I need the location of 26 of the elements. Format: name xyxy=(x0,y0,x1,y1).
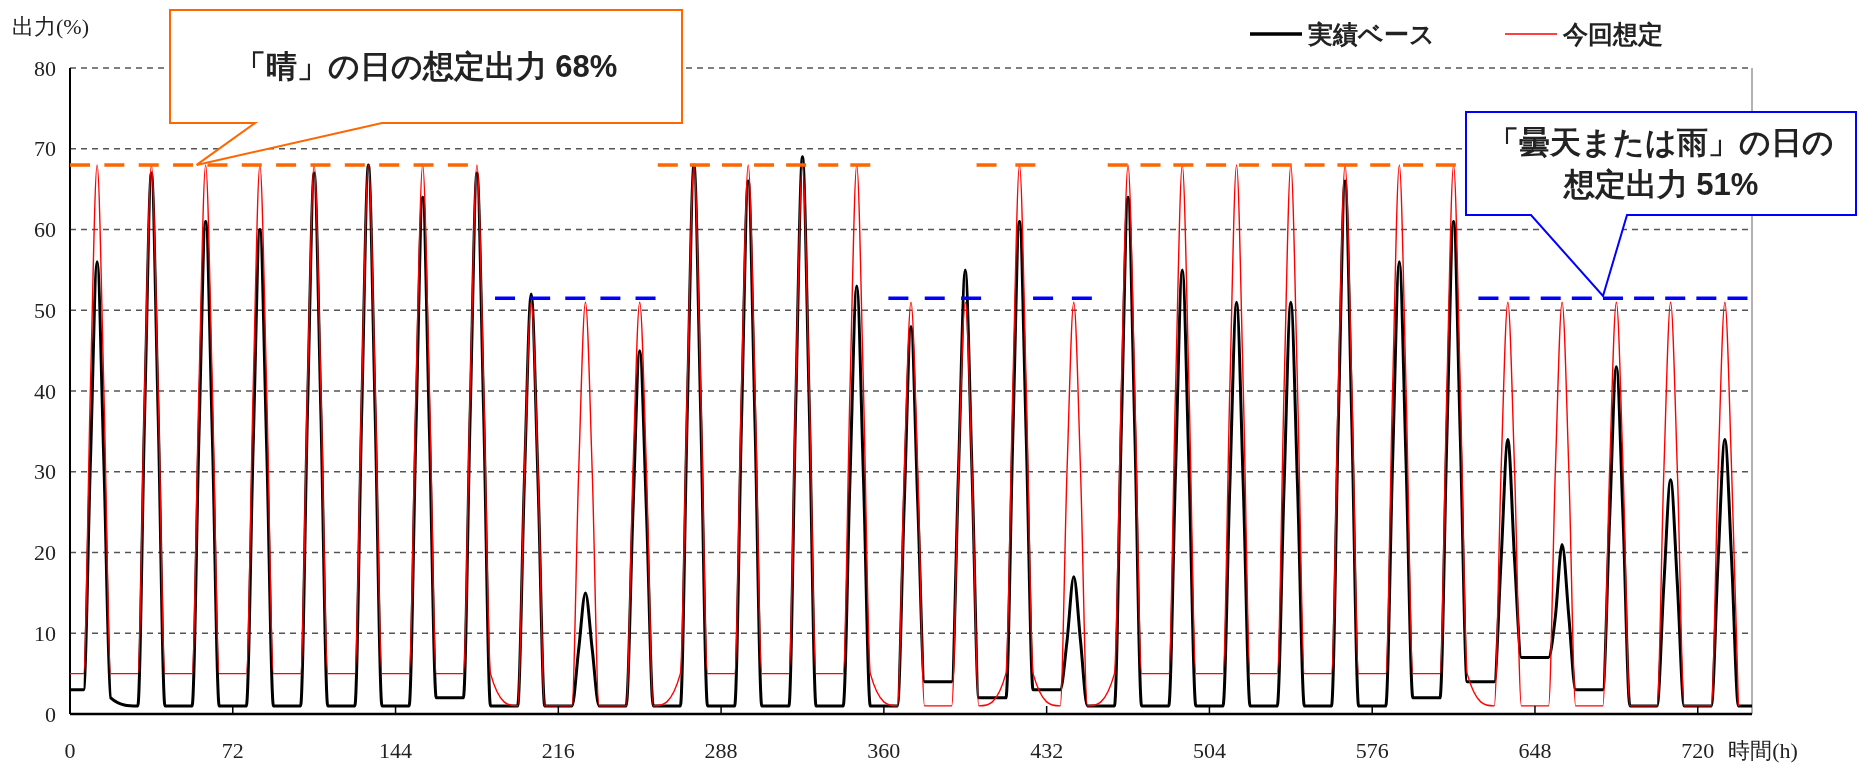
x-tick-label: 504 xyxy=(1192,738,1226,763)
x-axis-title: 時間(h) xyxy=(1728,738,1798,763)
x-tick-label: 648 xyxy=(1518,738,1552,763)
annotation: 「晴」の日の想定出力 68% xyxy=(234,49,618,84)
x-tick-label: 576 xyxy=(1355,738,1389,763)
annotation: 「曇天または雨」の日の想定出力 51% xyxy=(1488,125,1834,202)
y-tick-label: 60 xyxy=(34,217,56,242)
x-tick-label: 360 xyxy=(867,738,901,763)
x-tick-label: 720 xyxy=(1681,738,1715,763)
y-tick-label: 40 xyxy=(34,378,56,404)
y-tick-label: 0 xyxy=(45,701,56,727)
x-tick-label: 216 xyxy=(541,738,575,763)
y-tick-label: 20 xyxy=(34,540,56,565)
x-tick-label: 0 xyxy=(64,738,76,763)
x-tick-label: 144 xyxy=(379,738,413,763)
x-tick-label: 72 xyxy=(221,738,244,763)
y-tick-label: 10 xyxy=(34,620,56,646)
y-tick-label: 80 xyxy=(34,55,56,81)
x-tick-label: 432 xyxy=(1030,738,1064,763)
x-tick-label: 288 xyxy=(704,738,738,763)
y-axis-title: 出力(%) xyxy=(12,14,89,39)
y-tick-label: 50 xyxy=(34,297,56,323)
y-tick-label: 30 xyxy=(34,459,56,485)
legend-label: 実績ベース xyxy=(1307,20,1435,48)
legend-label: 今回想定 xyxy=(1562,20,1663,48)
y-tick-label: 70 xyxy=(34,136,56,162)
